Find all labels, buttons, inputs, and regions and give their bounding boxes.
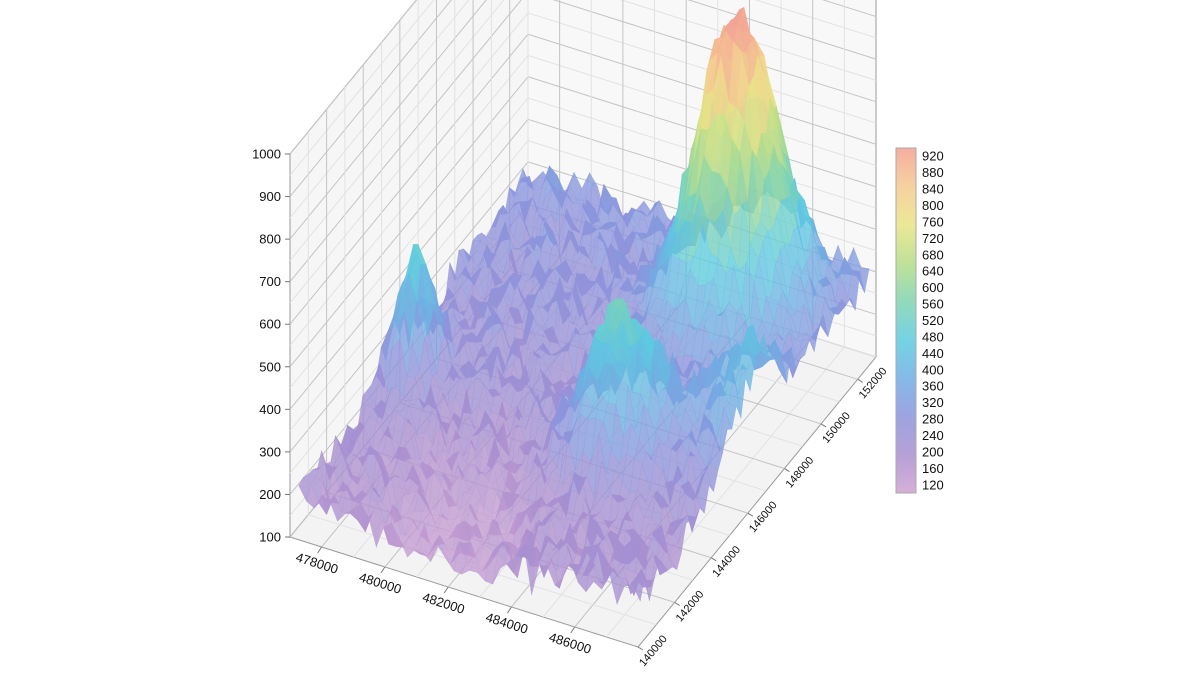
colorbar-tick-label: 800 [922,198,944,213]
y-tick-mark [710,557,717,562]
y-tick-mark [857,378,863,383]
x-tick-label: 478000 [294,549,340,576]
z-tick-label: 300 [259,444,281,459]
surface-cell [632,575,646,603]
colorbar-tick-label: 880 [922,165,944,180]
z-gridline [289,12,529,304]
x-tick-mark [443,586,449,594]
z-tick-label: 100 [259,530,281,545]
x-tick-label: 482000 [421,589,467,616]
x-tick-mark [507,606,512,614]
colorbar-gradient [895,147,917,494]
colorbar-tick-label: 320 [922,395,944,410]
colorbar-tick-label: 480 [922,329,944,344]
y-tick-mark [784,468,790,472]
z-tick-label: 400 [259,402,281,417]
colorbar-tick-label: 400 [922,362,944,377]
z-gridline [289,0,522,282]
x-tick-label: 486000 [547,629,593,656]
x-tick-label: 484000 [484,609,530,636]
z-tick-label: 600 [259,317,281,332]
colorbar-tick-label: 520 [922,313,944,328]
z-gridline [289,0,470,219]
x-tick-mark [570,626,576,634]
z-gridline [552,0,877,103]
colorbar-tick-label: 760 [922,214,944,229]
x-gridline [605,346,845,638]
z-axis-ticks: 100 200 300 400 500 600 700 800 900 1000 [252,147,290,545]
colorbar: 1201602002402803203604004404805205606006… [895,147,944,494]
colorbar-tick-label: 640 [922,264,944,279]
colorbar-tick-label: 920 [922,149,944,164]
x-tick-label: 480000 [357,569,403,596]
z-gridline [527,12,877,124]
z-gridline [289,0,505,261]
colorbar-tick-label: 840 [922,182,944,197]
colorbar-tick-label: 600 [922,280,944,295]
z-gridline [289,76,529,368]
colorbar-tick-label: 120 [922,477,944,492]
y-tick-mark [674,601,680,606]
z-gridline [289,97,529,389]
y-tick-mark [820,423,827,428]
colorbar-tick-label: 240 [922,428,944,443]
colorbar-tick-label: 720 [922,231,944,246]
z-gridline [527,33,877,145]
colorbar-tick-labels: 1201602002402803203604004404805205606006… [922,149,944,493]
z-tick-label: 800 [259,232,281,247]
y-tick-mark [637,646,644,651]
z-tick-label: 700 [259,274,281,289]
z-tick-label: 900 [259,189,281,204]
x-tick-mark [317,546,323,554]
colorbar-tick-label: 680 [922,247,944,262]
colorbar-tick-label: 200 [922,444,944,459]
colorbar-tick-label: 560 [922,297,944,312]
colorbar-tick-label: 360 [922,379,944,394]
z-gridline [289,0,452,197]
surface-mesh [298,6,870,605]
z-gridline [289,0,435,176]
y-tick-mark [747,512,754,517]
colorbar-tick-label: 160 [922,461,944,476]
z-gridline [754,0,877,39]
z-tick-label: 500 [259,359,281,374]
z-tick-label: 1000 [252,147,281,162]
colorbar-tick-label: 440 [922,346,944,361]
z-gridline [289,0,487,240]
colorbar-tick-label: 280 [922,412,944,427]
z-gridline [620,0,877,81]
z-gridline [289,55,529,346]
z-gridline [289,0,418,155]
z-tick-label: 200 [259,487,281,502]
z-gridline [289,33,529,325]
x-tick-mark [380,566,386,574]
z-gridline [687,0,877,60]
